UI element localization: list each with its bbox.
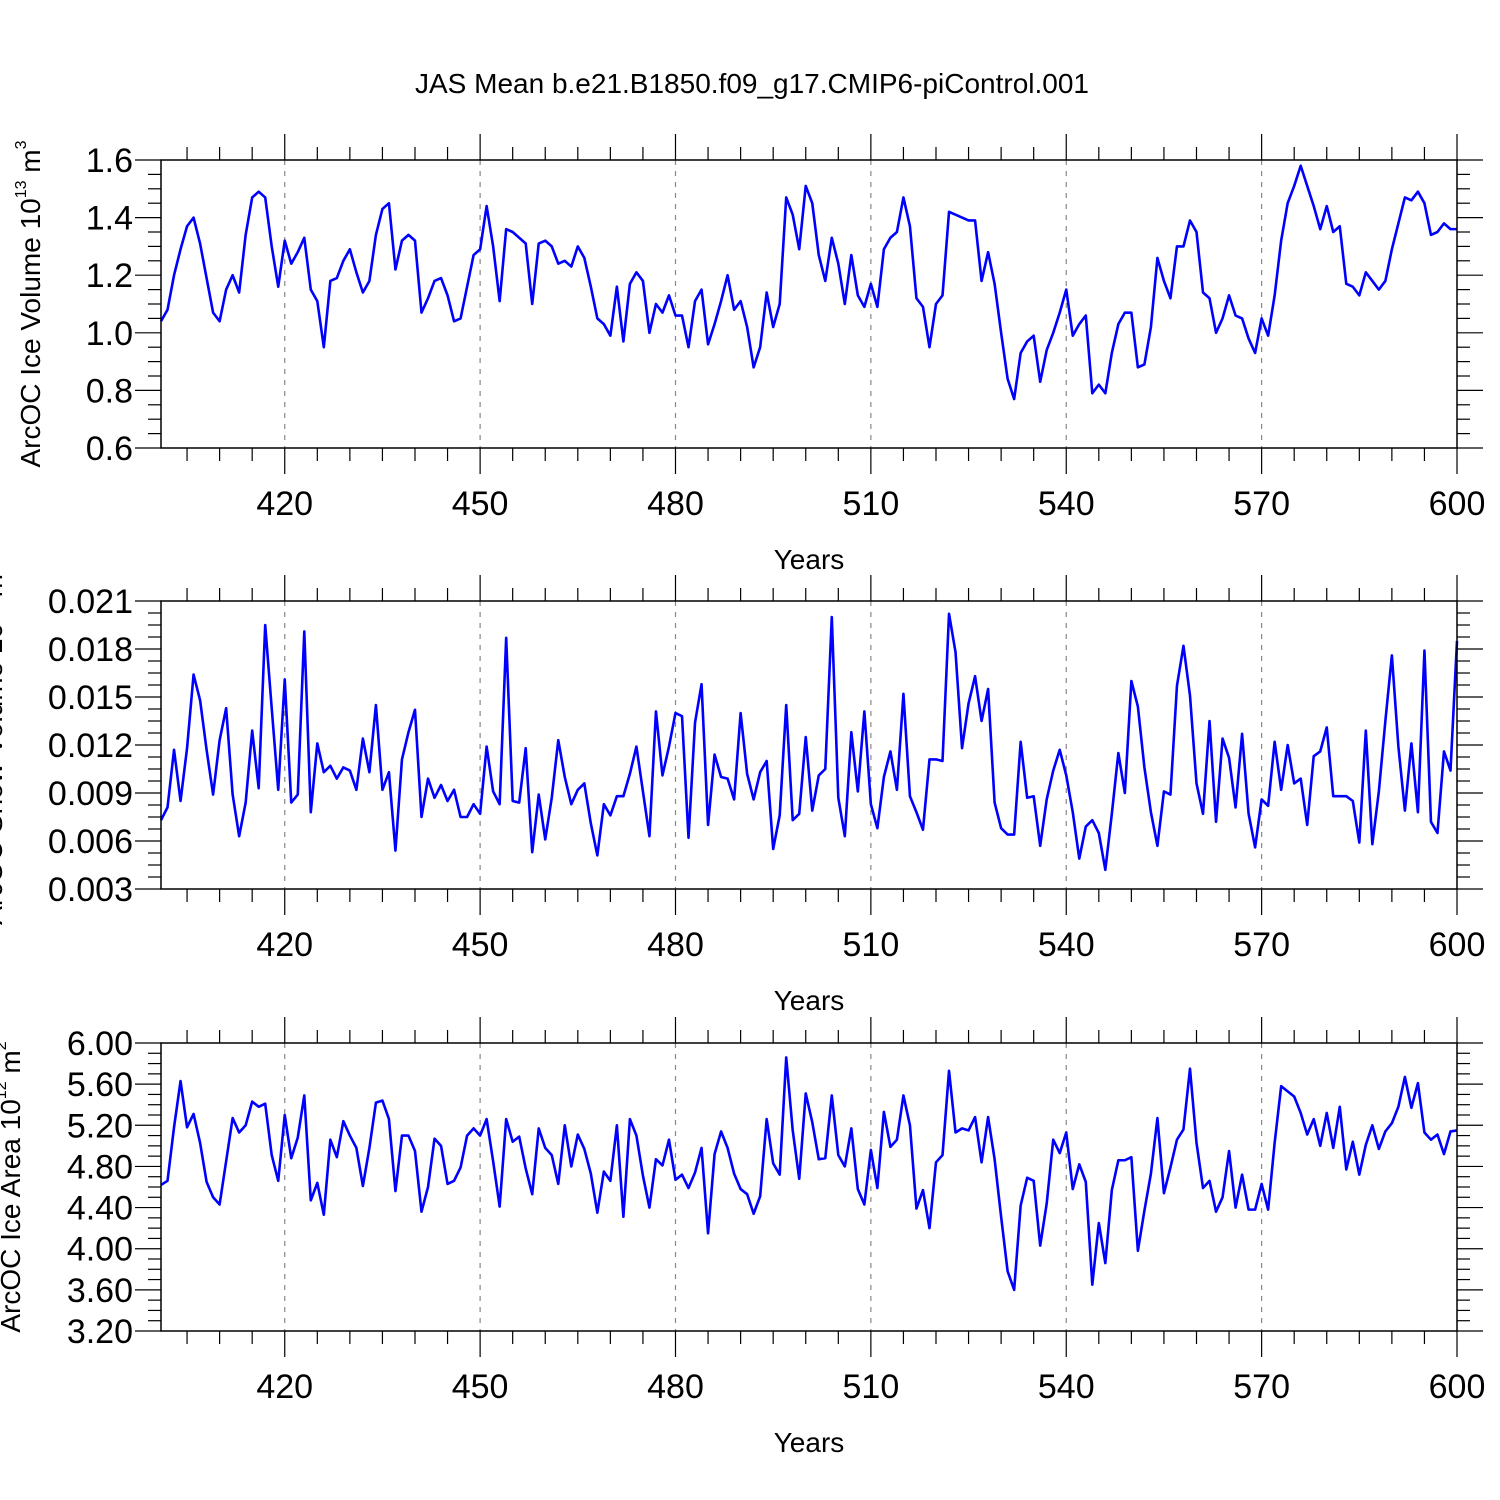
- x-tick-label: 540: [1038, 485, 1095, 523]
- panel-ice-area: 420 450 480 510 540 570 600 3.203.604.004.40 4.8…: [0, 1017, 1485, 1458]
- y-tick-label: 0.012: [48, 727, 133, 765]
- y-axis-label-ylabel: ArcOC Ice Area 10: [0, 1099, 26, 1332]
- y-axis-label-ylabel-unit: m: [15, 149, 46, 180]
- figure-title: JAS Mean b.e21.B1850.f09_g17.CMIP6-piCon…: [415, 68, 1089, 99]
- plot-frame: [160, 600, 1458, 890]
- x-tick-label: 540: [1038, 926, 1095, 964]
- y-tick-label: 0.003: [48, 871, 133, 909]
- y-axis-label: ArcOC Ice Area 1012 m2: [0, 1041, 26, 1332]
- series-line-ice-area: [160, 1056, 1458, 1292]
- y-axis-label-ylabel: ArcOC Snow Volume 10: [0, 623, 8, 925]
- x-tick-label: 510: [843, 926, 900, 964]
- y-tick-label: 0.8: [86, 372, 133, 410]
- y-tick-label: 5.60: [67, 1066, 133, 1104]
- x-tick-label: 480: [647, 485, 704, 523]
- y-axis-label: ArcOC Snow Volume 1013 m3: [0, 565, 8, 925]
- y-tick-label: 4.00: [67, 1231, 133, 1269]
- y-axis-label-ylabel-unit-exp: 3: [13, 140, 30, 149]
- plot-frame: [160, 1042, 1458, 1332]
- x-tick-label: 450: [452, 485, 509, 523]
- x-axis-label: Years: [774, 985, 845, 1016]
- y-axis-label-ylabel-unit: m: [0, 1050, 26, 1081]
- y-tick-label: 1.6: [86, 142, 133, 180]
- x-tick-label: 570: [1233, 1368, 1290, 1406]
- y-axis-label-ylabel-exp: 13: [13, 180, 30, 198]
- x-tick-label: 420: [256, 485, 313, 523]
- y-tick-label: 1.0: [86, 315, 133, 353]
- x-tick-label: 450: [452, 926, 509, 964]
- y-tick-label: 0.018: [48, 631, 133, 669]
- x-tick-label: 600: [1429, 926, 1486, 964]
- y-tick-label: 0.6: [86, 430, 133, 468]
- y-axis-label-ylabel-unit: m: [0, 574, 8, 605]
- y-tick-label: 0.009: [48, 775, 133, 813]
- y-axis-label-ylabel-exp: 12: [0, 1081, 10, 1099]
- panel-snow-volume: 420 450 480 510 540 570 600 0.003 0.006 0.009 0.01…: [0, 565, 1486, 1016]
- y-tick-label: 4.40: [67, 1190, 133, 1228]
- x-axis-label: Years: [774, 1427, 845, 1458]
- y-tick-label: 3.60: [67, 1272, 133, 1310]
- y-tick-label: 3.20: [67, 1313, 133, 1351]
- x-tick-label: 600: [1429, 1368, 1486, 1406]
- y-tick-label: 5.20: [67, 1107, 133, 1145]
- x-axis-label: Years: [774, 544, 845, 575]
- x-tick-label: 420: [256, 1368, 313, 1406]
- x-tick-label: 600: [1429, 485, 1486, 523]
- x-tick-label: 570: [1233, 485, 1290, 523]
- x-tick-label: 480: [647, 1368, 704, 1406]
- y-tick-label: 0.015: [48, 679, 133, 717]
- x-tick-label: 480: [647, 926, 704, 964]
- y-tick-label: 6.00: [67, 1025, 133, 1063]
- plot-frame: [160, 159, 1458, 449]
- y-tick-label: 0.021: [48, 583, 133, 621]
- y-axis-label-ylabel-unit-exp: 2: [0, 1041, 10, 1050]
- x-tick-label: 510: [843, 1368, 900, 1406]
- x-tick-label: 450: [452, 1368, 509, 1406]
- y-tick-label: 0.006: [48, 823, 133, 861]
- panel-ice-volume: 420 450 480 510 540 570 600 0.6 0.8 1.0 1.2 1.4 1.6 Y…: [13, 134, 1485, 575]
- series-line-ice-volume: [159, 164, 1457, 401]
- x-tick-label: 540: [1038, 1368, 1095, 1406]
- y-tick-label: 4.80: [67, 1148, 133, 1186]
- y-tick-label: 1.4: [86, 200, 133, 238]
- y-axis-label-ylabel: ArcOC Ice Volume 10: [15, 198, 46, 467]
- x-tick-label: 570: [1233, 926, 1290, 964]
- series-line-snow-volume: [159, 612, 1459, 872]
- y-tick-label: 1.2: [86, 257, 133, 295]
- y-axis-label: ArcOC Ice Volume 1013 m3: [13, 140, 46, 467]
- x-tick-label: 510: [843, 485, 900, 523]
- x-tick-label: 420: [256, 926, 313, 964]
